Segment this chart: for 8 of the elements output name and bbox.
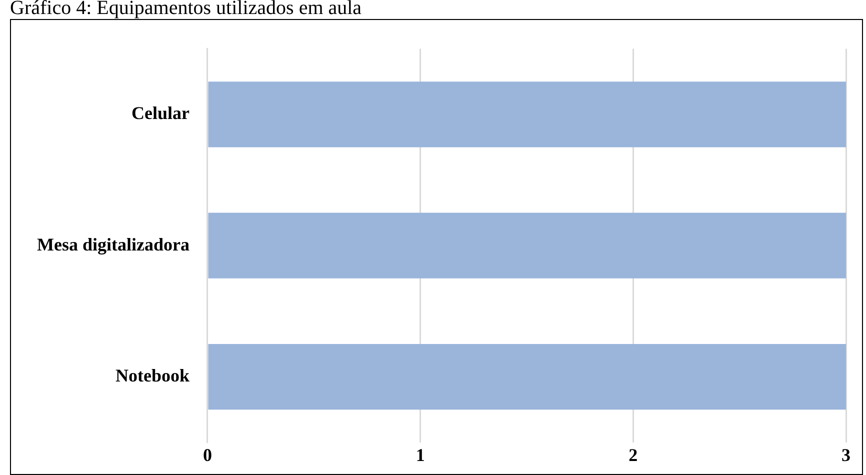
chart-title: Gráfico 4: Equipamentos utilizados em aula [10,0,362,19]
x-tick-label: 2 [628,444,638,465]
y-tick-label: Celular [131,103,190,124]
x-tick-label: 1 [416,444,425,465]
x-tick-label: 3 [842,444,850,465]
x-tick-label: 0 [202,444,212,465]
y-tick-label: Notebook [115,365,190,386]
y-tick-label: Mesa digitalizadora [36,234,190,254]
